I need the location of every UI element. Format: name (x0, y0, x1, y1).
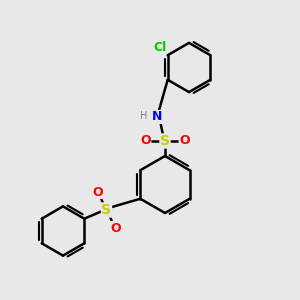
Text: O: O (110, 221, 121, 235)
Text: O: O (140, 134, 151, 148)
Text: Cl: Cl (153, 41, 166, 54)
Text: H: H (140, 110, 148, 121)
Text: S: S (160, 134, 170, 148)
Text: S: S (101, 203, 112, 217)
Text: O: O (179, 134, 190, 148)
Text: N: N (152, 110, 162, 124)
Text: O: O (92, 185, 103, 199)
